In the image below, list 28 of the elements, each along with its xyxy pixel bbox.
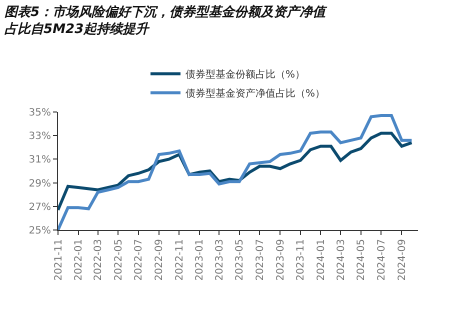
y-tick-label: 31% xyxy=(28,154,51,166)
legend-label: 债券型基金资产净值占比（%） xyxy=(186,88,326,100)
x-tick-label: 2022-01 xyxy=(74,239,85,281)
x-tick-label: 2024-09 xyxy=(396,239,408,281)
chart-title: 图表5：市场风险偏好下沉，债券型基金份额及资产净值占比自5M23起持续提升 xyxy=(4,4,328,38)
legend-label: 债券型基金份额占比（%） xyxy=(186,68,306,81)
y-tick-label: 29% xyxy=(28,178,51,190)
x-tick-label: 2023-05 xyxy=(234,239,246,281)
x-tick-label: 2023-01 xyxy=(194,239,206,281)
x-tick-label: 2022-05 xyxy=(113,239,124,281)
y-tick-label: 25% xyxy=(28,226,51,236)
y-tick-label: 33% xyxy=(28,131,51,142)
x-tick-label: 2024-05 xyxy=(356,239,368,281)
x-tick-label: 2021-11 xyxy=(53,239,64,281)
x-tick-label: 2022-07 xyxy=(134,239,145,281)
x-tick-label: 2022-03 xyxy=(93,239,104,281)
y-tick-label: 27% xyxy=(28,202,51,213)
x-tick-label: 2023-07 xyxy=(254,239,266,281)
x-tick-label: 2023-09 xyxy=(275,239,286,281)
y-tick-label: 35% xyxy=(28,108,51,118)
x-tick-label: 2023-11 xyxy=(296,239,307,281)
line-series xyxy=(58,114,414,230)
x-tick-label: 2024-01 xyxy=(316,239,327,281)
x-tick-label: 2022-11 xyxy=(174,239,186,281)
x-tick-label: 2022-09 xyxy=(154,239,166,281)
x-tick-label: 2023-03 xyxy=(214,239,226,281)
x-tick-label: 2024-07 xyxy=(376,239,388,281)
x-tick-label: 2024-03 xyxy=(336,239,347,281)
